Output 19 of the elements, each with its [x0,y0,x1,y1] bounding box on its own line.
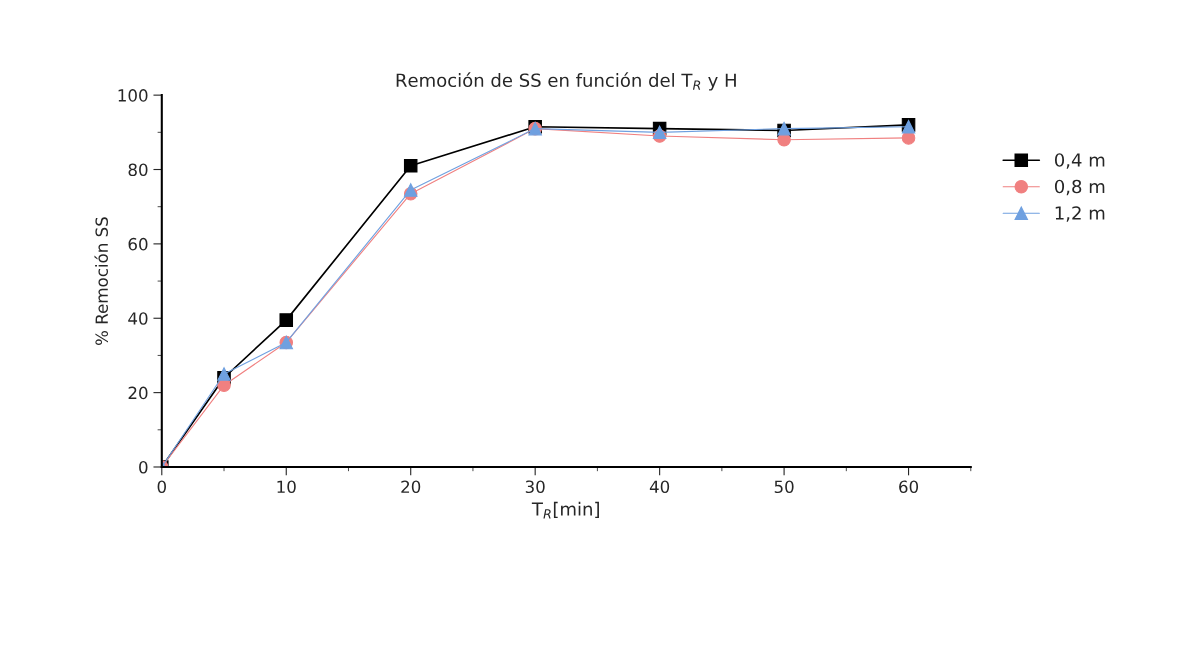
y-tick-label: 60 [128,237,148,251]
x-axis-title: T$_{R}$[min] [531,501,599,519]
chart-title: Remoción de SS en función del T$_{R}$ y H [396,72,736,91]
x-tick-label: 0 [157,480,166,494]
y-tick-label: 80 [128,163,148,177]
x-tick-label: 30 [525,480,545,494]
x-tick-label: 10 [277,480,296,494]
x-tick-label: 40 [649,480,670,494]
x-tick-label: 60 [899,480,919,494]
legend-label: 0,4 m [1054,153,1105,169]
x-tick-label: 20 [401,480,421,494]
y-tick-label: 0 [139,460,148,474]
y-tick-label: 20 [128,386,148,400]
y-tick-label: 100 [118,89,148,102]
y-axis-title: % Remoción SS [94,217,109,345]
legend-label: 1,2 m [1055,206,1105,222]
x-tick-label: 50 [774,480,794,494]
legend-label: 0,8 m [1054,179,1105,196]
y-tick-label: 40 [128,312,148,325]
